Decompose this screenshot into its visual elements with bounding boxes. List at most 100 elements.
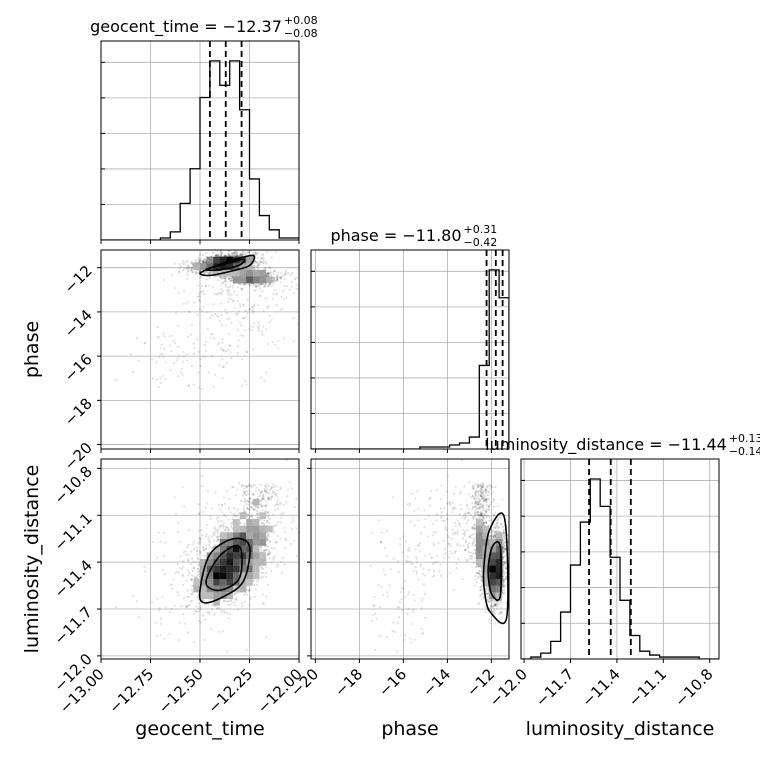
- sample-point: [198, 298, 201, 301]
- sample-point: [231, 514, 234, 517]
- sample-point: [236, 253, 239, 257]
- sample-point: [202, 545, 205, 549]
- sample-point: [221, 289, 225, 292]
- sample-point: [151, 358, 154, 361]
- sample-point: [176, 324, 179, 327]
- sample-point: [224, 599, 227, 603]
- sample-point: [220, 254, 223, 257]
- sample-point: [137, 359, 141, 362]
- sample-point: [210, 314, 213, 317]
- sample-point: [255, 284, 258, 287]
- sample-point: [196, 272, 199, 275]
- sample-point: [199, 537, 202, 540]
- sample-point: [229, 525, 232, 528]
- sample-point: [270, 561, 273, 564]
- sample-point: [225, 525, 228, 528]
- sample-point: [270, 486, 273, 489]
- sample-point: [227, 518, 230, 521]
- sample-point: [282, 274, 285, 277]
- sample-point: [225, 490, 228, 493]
- sample-point: [224, 350, 228, 353]
- sample-point: [275, 541, 278, 544]
- sample-point: [214, 543, 217, 546]
- sample-point: [260, 260, 263, 263]
- sample-point: [201, 260, 204, 263]
- sample-point: [281, 289, 285, 293]
- sample-point: [277, 520, 280, 523]
- sample-point: [204, 356, 207, 359]
- sample-point: [219, 347, 222, 350]
- sample-point: [273, 278, 276, 281]
- sample-point: [215, 293, 219, 296]
- sample-point: [288, 481, 291, 484]
- sample-point: [243, 491, 246, 494]
- sample-point: [208, 612, 211, 615]
- sample-point: [273, 343, 277, 346]
- sample-point: [209, 270, 213, 273]
- sample-point: [169, 368, 172, 372]
- sample-point: [281, 571, 284, 574]
- sample-point: [159, 346, 162, 350]
- sample-point: [252, 508, 255, 511]
- sample-point: [180, 568, 183, 571]
- sample-point: [199, 258, 202, 261]
- sample-point: [227, 253, 230, 256]
- sample-point: [250, 325, 253, 328]
- sample-point: [265, 504, 268, 507]
- sample-point: [253, 508, 256, 511]
- sample-point: [245, 648, 248, 652]
- sample-point: [257, 329, 260, 332]
- sample-point: [157, 385, 160, 389]
- sample-point: [206, 327, 209, 330]
- sample-point: [206, 311, 209, 314]
- sample-point: [187, 544, 190, 547]
- sample-point: [220, 291, 223, 294]
- sample-point: [187, 300, 190, 304]
- sample-point: [313, 347, 315, 349]
- sample-point: [221, 503, 224, 507]
- sample-point: [289, 542, 292, 546]
- sample-point: [270, 546, 273, 550]
- sample-point: [193, 641, 196, 644]
- sample-point: [217, 534, 220, 538]
- sample-point: [301, 302, 303, 304]
- sample-point: [262, 495, 265, 498]
- sample-point: [164, 360, 167, 363]
- sample-point: [267, 497, 270, 500]
- sample-point: [270, 569, 273, 573]
- sample-point: [236, 299, 239, 303]
- sample-point: [227, 616, 230, 620]
- sample-point: [259, 483, 262, 486]
- sample-point: [241, 253, 244, 257]
- sample-point: [214, 254, 217, 257]
- sample-point: [187, 269, 190, 272]
- sample-point: [217, 516, 220, 519]
- sample-point: [270, 271, 273, 274]
- sample-point: [187, 384, 191, 387]
- sample-point: [255, 512, 258, 516]
- sample-point: [303, 288, 305, 290]
- sample-point: [245, 350, 248, 353]
- sample-point: [245, 516, 248, 519]
- sample-point: [229, 522, 233, 525]
- sample-point: [265, 487, 269, 491]
- sample-point: [252, 304, 255, 308]
- sample-point: [185, 605, 189, 609]
- sample-point: [172, 361, 176, 364]
- sample-point: [202, 261, 205, 264]
- sample-point: [174, 311, 178, 314]
- sample-point: [211, 286, 214, 289]
- sample-point: [195, 575, 198, 578]
- sample-point: [151, 601, 154, 604]
- sample-point: [255, 579, 258, 583]
- sample-point: [180, 265, 183, 268]
- sample-point: [191, 265, 194, 269]
- sample-point: [197, 563, 200, 567]
- sample-point: [185, 267, 188, 270]
- sample-point: [284, 271, 288, 274]
- sample-point: [227, 277, 230, 280]
- sample-point: [253, 509, 256, 512]
- sample-point: [235, 294, 238, 297]
- sample-point: [285, 285, 289, 288]
- sample-point: [241, 316, 244, 319]
